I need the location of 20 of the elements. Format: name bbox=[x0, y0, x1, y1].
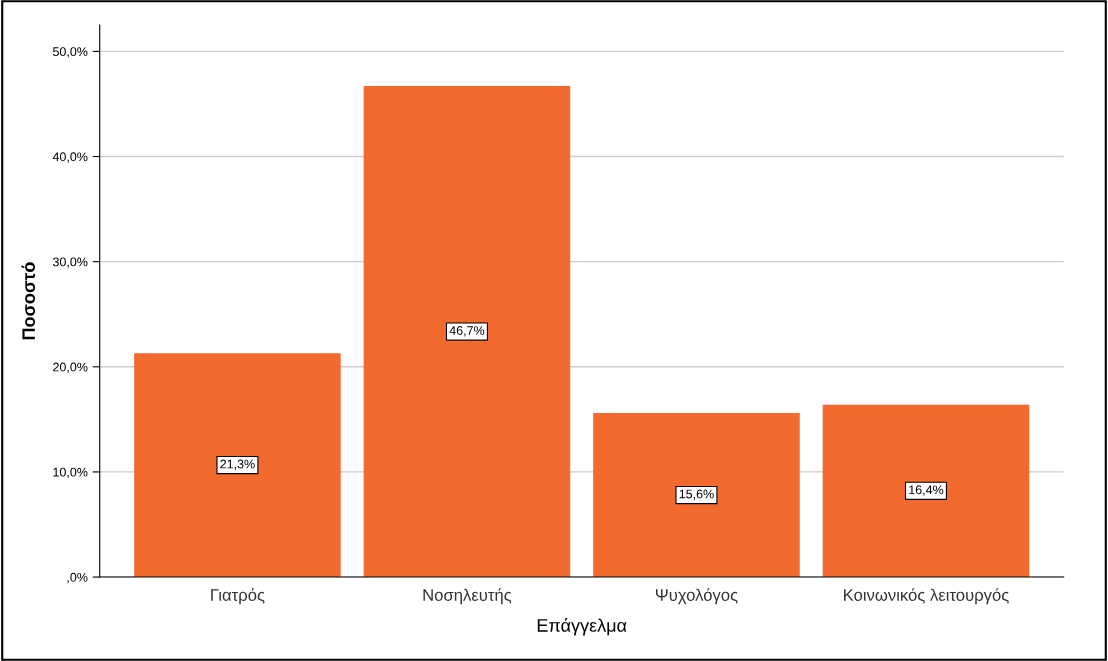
y-tick-label: 40,0% bbox=[52, 152, 88, 163]
y-tick-label: 10,0% bbox=[53, 467, 88, 479]
y-axis-title: Ποσοστό bbox=[21, 262, 36, 340]
bar bbox=[134, 353, 341, 578]
y-tick-label: 20,0% bbox=[53, 362, 88, 373]
data-label: 16,4% bbox=[909, 485, 944, 496]
x-tick-label: Ψυχολόγος bbox=[655, 588, 738, 605]
x-axis-title: Επάγγελμα bbox=[537, 618, 627, 636]
data-label: 21,3% bbox=[220, 459, 255, 470]
bar bbox=[822, 404, 1030, 578]
y-tick-label: ,0% bbox=[67, 572, 88, 584]
data-label: 15,6% bbox=[679, 489, 714, 500]
x-tick-label: Κοινωνικός λειτουργός bbox=[844, 588, 1009, 605]
x-tick-label: Νοσηλευτής bbox=[423, 588, 512, 605]
x-tick-label: Γιατρός bbox=[211, 588, 265, 605]
data-label: 46,7% bbox=[449, 326, 485, 337]
y-tick-label: 50,0% bbox=[52, 47, 88, 58]
bar bbox=[593, 413, 800, 578]
bar bbox=[363, 86, 571, 578]
y-tick-label: 30,0% bbox=[52, 257, 88, 268]
